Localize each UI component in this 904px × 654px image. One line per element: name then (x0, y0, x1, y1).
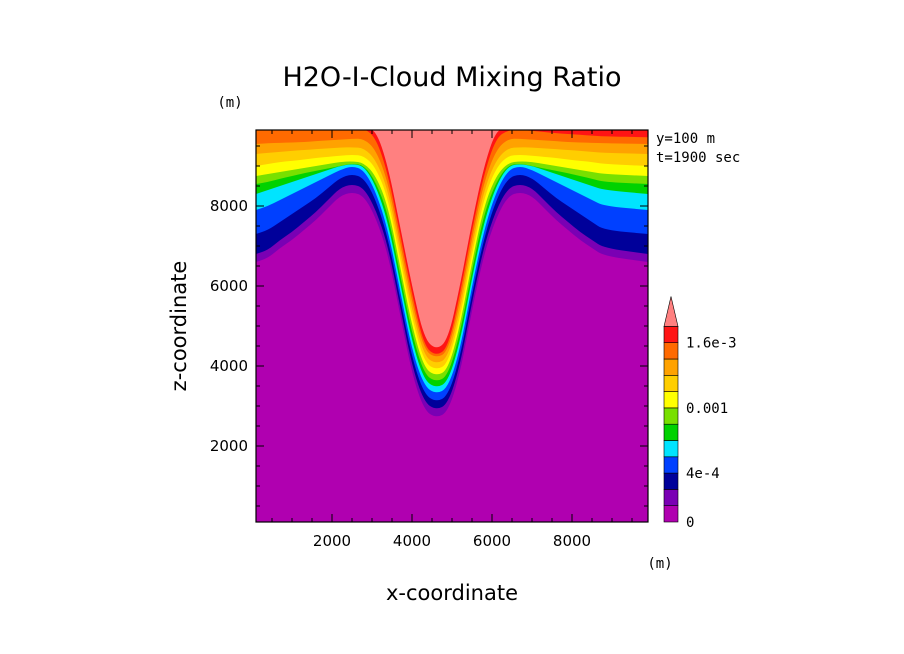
colorbar-segment (663, 391, 679, 409)
x-tick-label: 4000 (393, 532, 431, 550)
colorbar-segment (663, 440, 679, 458)
colorbar-segment (663, 326, 679, 343)
colorbar-tick-label: 4e-4 (686, 466, 720, 482)
plot-area (256, 130, 648, 522)
contour-fills (256, 130, 648, 417)
colorbar-segment (663, 342, 679, 360)
chart-title: H2O-I-Cloud Mixing Ratio (282, 62, 621, 93)
y-tick-label: 8000 (210, 197, 248, 215)
y-tick-label: 6000 (210, 277, 248, 295)
colorbar-segment (663, 472, 679, 490)
colorbar-segment (663, 505, 679, 523)
x-tick-labels: 2000 4000 6000 8000 (313, 532, 591, 550)
x-tick-label: 2000 (313, 532, 351, 550)
y-tick-label: 4000 (210, 357, 248, 375)
colorbar-segment (663, 489, 679, 506)
colorbar-segment (663, 423, 679, 441)
colorbar-segment (663, 407, 679, 425)
x-axis-label: x-coordinate (386, 581, 518, 605)
y-ticks (256, 145, 648, 507)
colorbar-labels: 0 4e-4 0.001 1.6e-3 (686, 336, 737, 531)
colorbar (663, 296, 679, 523)
colorbar-tick-label: 1.6e-3 (686, 336, 737, 352)
colorbar-segment (663, 374, 679, 392)
x-tick-label: 6000 (473, 532, 511, 550)
colorbar-tick-label: 0 (686, 515, 694, 531)
y-axis-label: z-coordinate (167, 261, 191, 392)
colorbar-tick-label: 0.001 (686, 401, 728, 417)
colorbar-segment (663, 358, 679, 376)
y-tick-label: 2000 (210, 437, 248, 455)
y-axis-unit: (m) (217, 95, 242, 111)
annotation-y: y=100 m (656, 131, 715, 147)
x-axis-unit: (m) (647, 556, 672, 572)
colorbar-extend-arrow (663, 296, 679, 327)
colorbar-segment (663, 456, 679, 474)
contour-band-12 (372, 130, 500, 348)
annotation-t: t=1900 sec (656, 150, 740, 166)
x-tick-label: 8000 (553, 532, 591, 550)
y-tick-labels: 2000 4000 6000 8000 (210, 197, 248, 455)
x-ticks (271, 130, 633, 522)
